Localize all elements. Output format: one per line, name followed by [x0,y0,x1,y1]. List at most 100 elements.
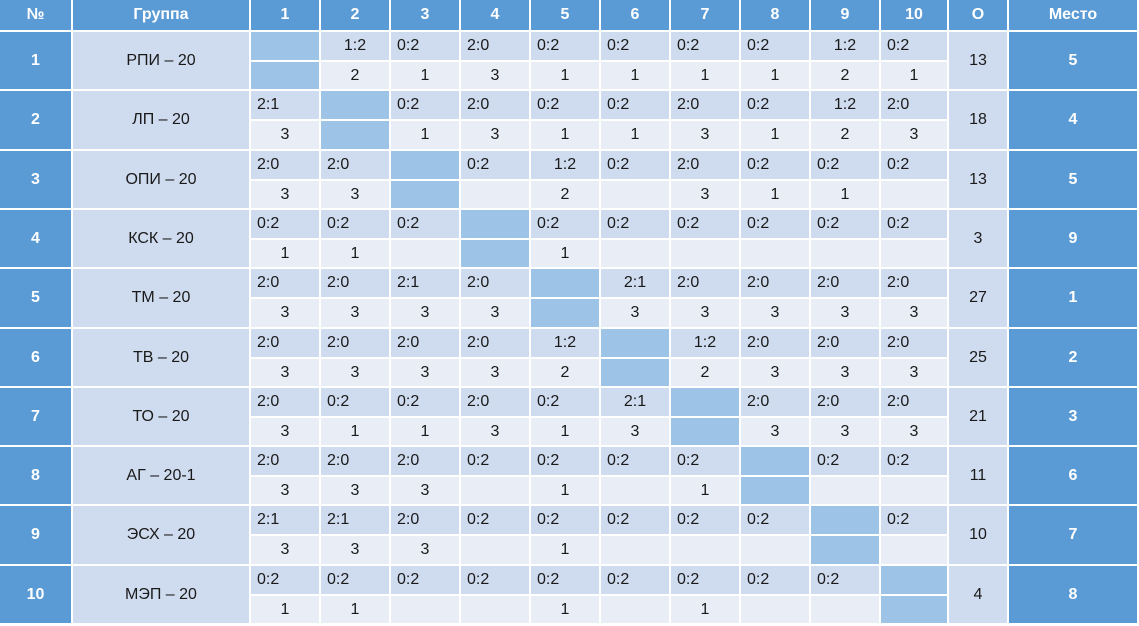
match-points [811,240,881,269]
match-points: 1 [251,596,321,625]
total-points: 21 [949,388,1009,447]
match-score: 0:2 [671,566,741,596]
match-score: 0:2 [601,566,671,596]
match-points [461,477,531,506]
match-score: 0:2 [391,91,461,121]
row-number: 2 [0,91,73,151]
header-opponent-3: 3 [391,0,461,32]
match-points: 3 [671,299,741,329]
match-points: 1 [881,62,949,91]
match-score: 2:0 [461,32,531,62]
match-points: 1 [531,477,601,506]
match-score: 2:0 [321,329,391,359]
match-score: 0:2 [811,151,881,181]
match-points: 3 [811,299,881,329]
match-points: 3 [881,121,949,151]
match-points [881,240,949,269]
match-score: 2:0 [881,91,949,121]
match-score: 2:0 [741,329,811,359]
match-points: 3 [811,359,881,388]
match-score: 2:1 [601,269,671,299]
diagonal-cell [811,506,881,536]
match-score: 2:0 [881,388,949,418]
diagonal-cell [391,181,461,210]
match-points: 1 [671,62,741,91]
group-name: ТВ – 20 [73,329,251,388]
place: 8 [1009,566,1139,625]
match-score: 0:2 [741,210,811,240]
match-points: 1 [321,596,391,625]
match-points: 3 [321,299,391,329]
match-points: 3 [671,181,741,210]
match-points: 3 [391,477,461,506]
match-score: 2:1 [601,388,671,418]
diagonal-cell [741,447,811,477]
match-score: 0:2 [531,210,601,240]
match-score: 2:0 [321,269,391,299]
match-points [601,536,671,566]
header-opponent-7: 7 [671,0,741,32]
total-points: 10 [949,506,1009,566]
match-score: 2:0 [671,269,741,299]
match-score: 2:0 [461,269,531,299]
row-number: 8 [0,447,73,506]
match-score: 2:0 [321,151,391,181]
match-points: 1 [531,418,601,447]
match-points: 2 [531,359,601,388]
match-points [881,536,949,566]
diagonal-cell [741,477,811,506]
match-points: 1 [321,418,391,447]
match-points: 3 [321,359,391,388]
diagonal-cell [671,418,741,447]
diagonal-cell [251,62,321,91]
place: 9 [1009,210,1139,269]
match-points: 1 [741,121,811,151]
match-points [881,477,949,506]
group-name: РПИ – 20 [73,32,251,91]
group-name: ТМ – 20 [73,269,251,329]
group-name: ЭСХ – 20 [73,506,251,566]
match-points: 1 [391,121,461,151]
match-points [461,536,531,566]
match-score: 2:0 [811,388,881,418]
match-score: 0:2 [881,151,949,181]
match-points [461,181,531,210]
match-points: 3 [391,299,461,329]
match-points [671,240,741,269]
match-score: 0:2 [601,506,671,536]
match-points: 2 [811,62,881,91]
diagonal-cell [601,359,671,388]
match-points: 3 [741,359,811,388]
match-score: 1:2 [671,329,741,359]
match-score: 0:2 [741,506,811,536]
match-points [811,477,881,506]
match-points [811,596,881,625]
group-name: ЛП – 20 [73,91,251,151]
match-points: 3 [251,181,321,210]
match-points: 1 [671,596,741,625]
match-score: 0:2 [601,210,671,240]
match-score: 1:2 [531,151,601,181]
match-points: 3 [251,121,321,151]
match-score: 2:0 [741,269,811,299]
match-points [601,477,671,506]
match-score: 0:2 [601,151,671,181]
header-group: Группа [73,0,251,32]
group-name: ОПИ – 20 [73,151,251,210]
match-points: 3 [811,418,881,447]
match-score: 0:2 [881,506,949,536]
diagonal-cell [671,388,741,418]
match-points: 1 [531,536,601,566]
row-number: 5 [0,269,73,329]
match-score: 0:2 [531,388,601,418]
place: 1 [1009,269,1139,329]
match-points: 3 [671,121,741,151]
diagonal-cell [461,210,531,240]
place: 2 [1009,329,1139,388]
match-points: 3 [461,299,531,329]
diagonal-cell [251,32,321,62]
match-points: 1 [531,121,601,151]
match-score: 2:0 [881,329,949,359]
match-score: 2:1 [251,506,321,536]
